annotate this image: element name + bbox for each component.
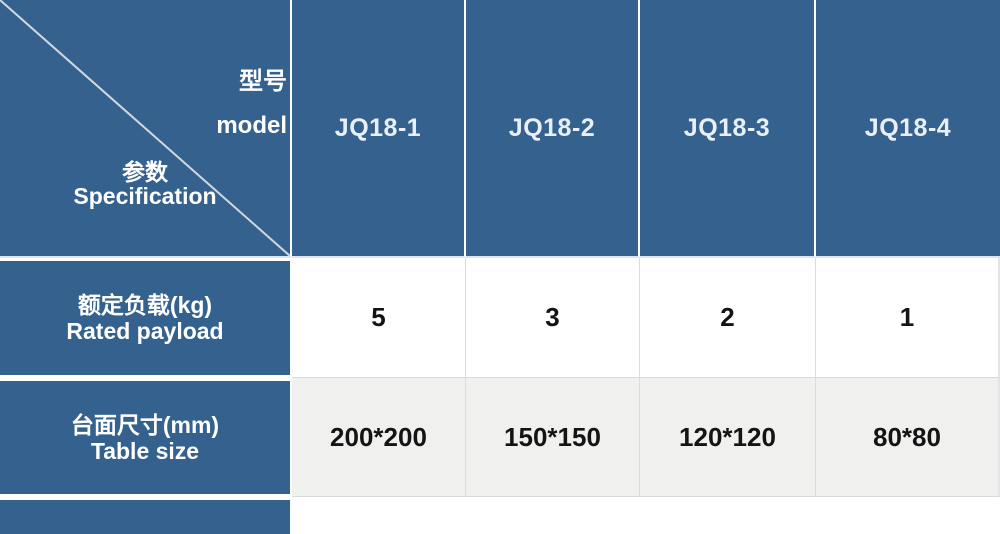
value-cell: 200*200 xyxy=(292,378,466,497)
partial-row-blank-area xyxy=(292,497,1000,534)
spec-label-zh: 参数 xyxy=(122,159,168,185)
value-cell: 2 xyxy=(640,258,816,378)
column-header-jq18-2: JQ18-2 xyxy=(466,0,640,258)
value-cell: 3 xyxy=(466,258,640,378)
spec-label-en: Specification xyxy=(73,183,217,209)
column-header-jq18-3: JQ18-3 xyxy=(640,0,816,258)
column-header-jq18-1: JQ18-1 xyxy=(292,0,466,258)
model-label-en: model xyxy=(216,112,287,139)
value-cell: 80*80 xyxy=(816,378,1000,497)
row-label-en: Rated payload xyxy=(66,318,224,344)
corner-header-cell: 型号 model 参数 Specification xyxy=(0,0,292,258)
row-label-partial xyxy=(0,497,292,534)
corner-model-labels: 型号 model xyxy=(216,70,287,138)
value-cell: 120*120 xyxy=(640,378,816,497)
row-label-en: Table size xyxy=(90,437,200,464)
value-cell: 1 xyxy=(816,258,1000,378)
model-label-zh: 型号 xyxy=(239,68,287,95)
value-cell: 150*150 xyxy=(466,378,640,497)
row-label-rated-payload: 额定负载(kg) Rated payload xyxy=(0,258,292,378)
corner-spec-labels: 参数 Specification xyxy=(0,160,290,208)
row-label-zh: 台面尺寸(mm) xyxy=(70,411,220,438)
column-header-jq18-4: JQ18-4 xyxy=(816,0,1000,258)
row-label-zh: 额定负载(kg) xyxy=(77,292,213,318)
value-cell: 5 xyxy=(292,258,466,378)
diagonal-divider-line xyxy=(0,0,290,256)
row-label-table-size: 台面尺寸(mm) Table size xyxy=(0,378,292,497)
